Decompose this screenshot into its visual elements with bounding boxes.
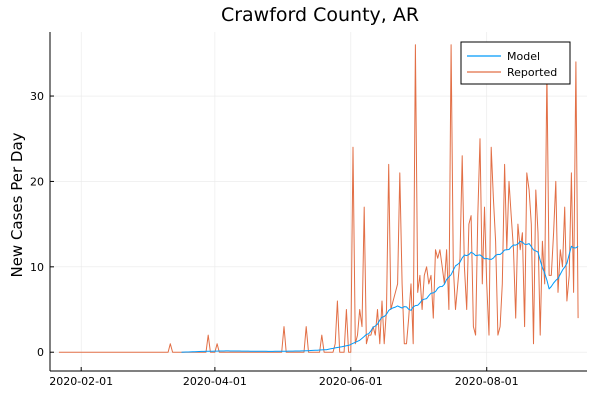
series-line-reported: [58, 44, 579, 353]
x-tick-label: 2020-04-01: [183, 375, 247, 388]
legend-label-model: Model: [507, 50, 540, 63]
y-tick-label: 20: [30, 175, 44, 188]
legend-label-reported: Reported: [507, 66, 557, 79]
series-lines: [58, 44, 579, 353]
x-tick-label: 2020-06-01: [319, 375, 383, 388]
axes: [49, 32, 587, 372]
y-axis-label: New Cases Per Day: [8, 132, 26, 277]
y-ticks: 0 10 20 30: [30, 90, 54, 359]
y-tick-label: 0: [37, 346, 44, 359]
y-tick-label: 30: [30, 90, 44, 103]
x-tick-label: 2020-08-01: [455, 375, 519, 388]
legend: Model Reported: [460, 41, 571, 85]
x-tick-label: 2020-02-01: [49, 375, 113, 388]
chart-title: Crawford County, AR: [221, 4, 419, 26]
legend-box: [460, 41, 571, 85]
y-tick-label: 10: [30, 261, 44, 274]
x-ticks: 2020-02-01 2020-04-01 2020-06-01 2020-08-01: [49, 367, 519, 388]
series-line-model: [181, 240, 579, 353]
